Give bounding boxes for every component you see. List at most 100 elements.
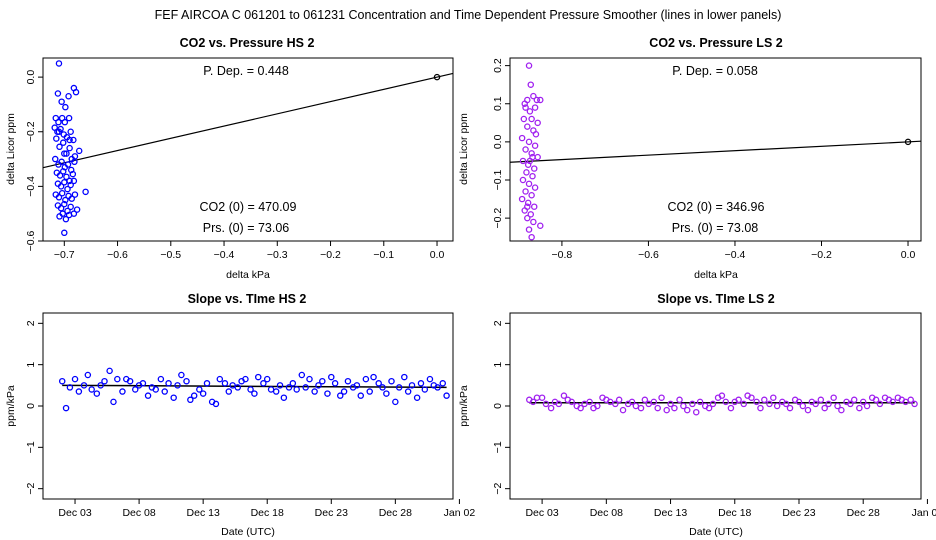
- data-point: [641, 396, 649, 404]
- data-point: [55, 194, 63, 201]
- data-point: [84, 371, 92, 379]
- data-point: [93, 390, 101, 397]
- data-point: [61, 200, 68, 208]
- x-tick-label: Dec 28: [379, 507, 412, 519]
- data-point: [64, 185, 71, 193]
- data-point: [68, 195, 76, 202]
- data-point: [306, 375, 313, 383]
- y-tick-label: −0.4: [25, 176, 37, 197]
- y-axis-label: delta Licor ppm: [458, 113, 470, 185]
- data-point: [753, 398, 760, 406]
- data-point: [324, 390, 331, 397]
- x-axis-label: delta kPa: [694, 269, 738, 281]
- data-point: [289, 380, 297, 387]
- data-point: [907, 396, 914, 404]
- data-point: [876, 400, 884, 408]
- data-point: [523, 169, 530, 176]
- data-point: [58, 98, 65, 105]
- data-point: [285, 384, 293, 391]
- data-point: [838, 406, 845, 414]
- data-point: [683, 406, 691, 414]
- data-point: [165, 380, 172, 387]
- data-point: [528, 150, 535, 157]
- data-point: [366, 388, 373, 395]
- data-point: [421, 386, 429, 393]
- data-point: [542, 400, 550, 408]
- x-tick-label: −0.5: [160, 249, 181, 261]
- plot-frame: [42, 312, 454, 500]
- data-point: [534, 153, 541, 161]
- data-point: [59, 139, 67, 146]
- data-point: [388, 377, 395, 385]
- chart-title: Slope vs. TIme HS 2: [188, 292, 307, 306]
- data-point: [766, 400, 773, 408]
- data-point: [530, 203, 538, 210]
- data-point: [75, 147, 83, 155]
- x-tick-label: −0.6: [638, 249, 659, 261]
- data-point: [75, 388, 83, 395]
- data-point: [586, 398, 593, 406]
- data-point: [528, 233, 535, 241]
- data-point: [654, 404, 661, 412]
- y-tick-label: −0.6: [25, 230, 37, 251]
- data-point: [434, 384, 441, 391]
- data-point: [531, 184, 539, 191]
- data-point: [229, 382, 236, 389]
- data-point: [370, 373, 377, 381]
- panel-hs-slope-vs-time: Slope vs. TIme HS 2 Date (UTC) ppm/kPa D…: [5, 292, 475, 538]
- data-point: [606, 398, 614, 406]
- data-point: [527, 211, 535, 218]
- x-tick-label: −0.4: [725, 249, 746, 261]
- data-point: [272, 388, 280, 395]
- y-axis-label: ppm/kPa: [458, 385, 470, 427]
- data-point: [547, 404, 555, 412]
- data-point: [859, 398, 867, 406]
- data-point: [59, 210, 66, 217]
- data-point: [527, 81, 535, 88]
- data-point: [58, 158, 65, 166]
- data-point: [530, 165, 538, 172]
- data-point: [671, 404, 678, 412]
- data-point: [773, 402, 781, 410]
- data-point: [190, 392, 198, 399]
- data-point: [676, 396, 683, 404]
- data-point: [537, 222, 544, 229]
- data-point: [757, 404, 764, 412]
- data-point: [439, 380, 446, 387]
- co2-zero-annotation: CO2 (0) = 470.09: [200, 200, 297, 214]
- data-point: [126, 377, 134, 385]
- data-point: [242, 375, 249, 383]
- data-point: [692, 408, 700, 416]
- data-point: [101, 377, 108, 385]
- data-point: [426, 375, 434, 383]
- data-point: [260, 380, 267, 387]
- x-tick-label: Dec 13: [187, 507, 220, 519]
- x-tick-label: −0.8: [552, 249, 573, 261]
- data-point: [51, 155, 59, 163]
- data-point: [519, 176, 527, 184]
- data-point: [902, 398, 909, 406]
- data-point: [221, 380, 229, 387]
- p-dep-annotation: P. Dep. = 0.448: [203, 64, 289, 78]
- y-tick-label: 0.0: [492, 134, 504, 149]
- data-point: [280, 394, 288, 401]
- data-point: [650, 398, 658, 406]
- x-axis-label: Date (UTC): [221, 526, 275, 538]
- data-point: [267, 386, 275, 393]
- data-point: [56, 143, 63, 151]
- p-dep-annotation: P. Dep. = 0.058: [672, 64, 758, 78]
- data-point: [212, 400, 220, 408]
- data-point: [689, 400, 696, 408]
- chart-title: Slope vs. TIme LS 2: [657, 292, 774, 306]
- data-point: [114, 375, 121, 383]
- data-point: [522, 104, 529, 111]
- data-point: [718, 392, 726, 399]
- data-point: [521, 100, 528, 108]
- x-tick-label: 0.0: [430, 249, 445, 261]
- data-point: [65, 114, 73, 122]
- data-point: [57, 204, 65, 212]
- y-tick-label: 0: [25, 403, 37, 409]
- data-point: [856, 404, 863, 412]
- data-point: [57, 183, 65, 190]
- data-point: [82, 188, 89, 196]
